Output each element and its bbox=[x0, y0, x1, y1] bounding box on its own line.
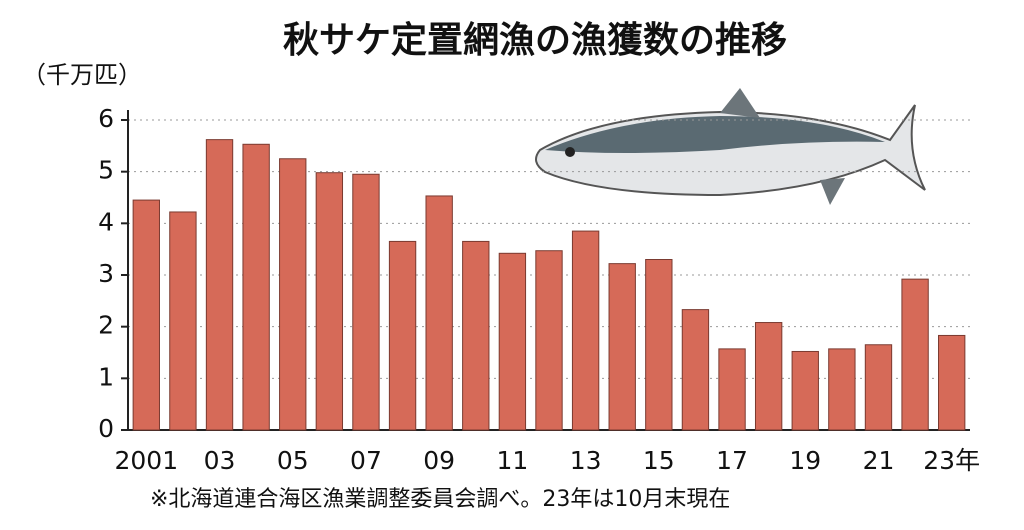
bar bbox=[205, 139, 234, 431]
y-tick-label: 4 bbox=[98, 207, 114, 236]
x-tick-label: 05 bbox=[277, 446, 309, 475]
footnote: ※北海道連合海区漁業調整委員会調べ。23年は10月末現在 bbox=[150, 487, 730, 512]
chart-title: 秋サケ定置網漁の漁獲数の推移 bbox=[283, 20, 787, 61]
bar bbox=[279, 158, 307, 431]
bar bbox=[425, 195, 453, 431]
bar bbox=[315, 172, 344, 431]
x-tick-label: 03 bbox=[204, 446, 236, 475]
bar bbox=[535, 250, 563, 431]
x-tick-label: 15 bbox=[643, 446, 675, 475]
bar bbox=[132, 199, 160, 431]
bar bbox=[754, 322, 783, 431]
x-tick-label: 2001 bbox=[114, 446, 178, 475]
x-tick-label: 19 bbox=[789, 446, 821, 475]
x-tick-label: 09 bbox=[423, 446, 455, 475]
x-tick-label: 07 bbox=[350, 446, 382, 475]
bar bbox=[938, 334, 966, 431]
bar bbox=[571, 230, 600, 431]
bar bbox=[864, 344, 893, 431]
y-tick-label: 2 bbox=[98, 311, 114, 340]
bar bbox=[645, 259, 673, 431]
y-tick-label: 1 bbox=[98, 362, 114, 391]
bar bbox=[169, 211, 197, 431]
x-tick-label: 21 bbox=[863, 446, 895, 475]
bar bbox=[352, 173, 380, 431]
bar bbox=[498, 252, 527, 431]
y-tick-label: 3 bbox=[98, 259, 114, 288]
bar bbox=[462, 240, 490, 431]
bar bbox=[608, 263, 636, 431]
bar bbox=[388, 240, 417, 431]
x-tick-label: 23年 bbox=[923, 446, 980, 475]
bar bbox=[901, 278, 929, 431]
x-tick-label: 13 bbox=[570, 446, 602, 475]
y-tick-label: 6 bbox=[98, 104, 114, 133]
fish-illustration bbox=[535, 88, 926, 205]
bar bbox=[242, 143, 270, 431]
x-tick-label: 17 bbox=[716, 446, 748, 475]
bar bbox=[718, 348, 746, 431]
y-tick-label: 0 bbox=[98, 414, 114, 443]
y-tick-label: 5 bbox=[98, 156, 114, 185]
x-tick-label: 11 bbox=[496, 446, 528, 475]
bar bbox=[828, 348, 856, 431]
bar bbox=[681, 309, 710, 431]
y-axis-label: （千万匹） bbox=[22, 61, 142, 89]
bar bbox=[791, 350, 819, 431]
